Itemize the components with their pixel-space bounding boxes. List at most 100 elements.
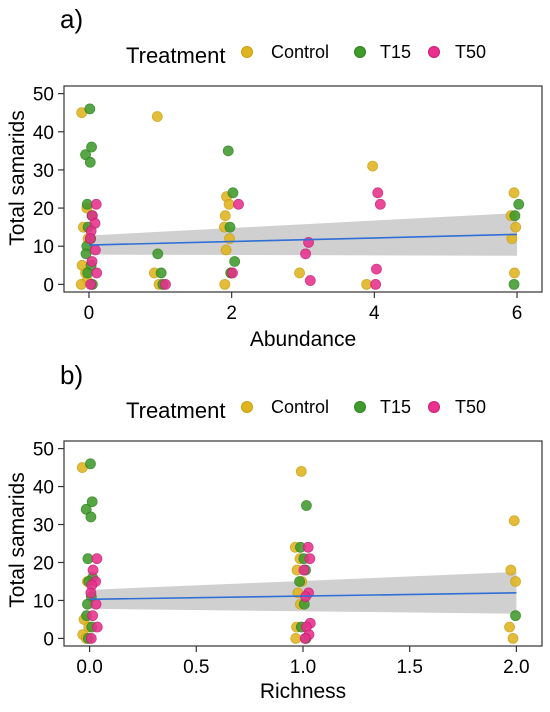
panel-b-point-t15	[85, 511, 97, 523]
panel-b-point-t50	[299, 633, 311, 644]
panel-a-point-t15	[508, 278, 520, 290]
panel-a-point-control	[294, 267, 305, 279]
panel-b-y-tick-label: 20	[33, 553, 54, 574]
panel-a-fit-line	[88, 233, 518, 246]
panel-b-y-axis-title: Total samarids	[6, 472, 29, 607]
panel-a-point-t15	[86, 141, 97, 153]
panel-b-point-t50	[304, 553, 316, 565]
panel-a-point-t50	[89, 244, 101, 256]
panel-b-x-axis-title: Richness	[260, 680, 346, 703]
panel-b-point-t15	[294, 576, 305, 587]
panel-a-point-t50	[227, 267, 238, 279]
panel-a-plot-area: 0 10 20 30 40 50 0 2 4 6	[33, 85, 543, 324]
panel-b-legend-key-control	[241, 401, 253, 413]
panel-a-legend-key-t15	[354, 46, 366, 58]
panel-b-point-t15	[301, 500, 312, 511]
panel-a-y-tick-label: 50	[33, 85, 54, 106]
panel-b-legend-key-t50	[428, 401, 440, 413]
panel-a-confidence-ribbon	[88, 213, 518, 256]
panel-b-fit-line	[89, 592, 517, 601]
panel-a-point-t15	[152, 248, 164, 260]
panel-b-point-t50	[90, 598, 102, 610]
panel-a-point-t15	[81, 198, 93, 210]
panel-b-point-control	[507, 633, 519, 644]
panel-a-y-tick-label: 0	[43, 275, 54, 296]
panel-b-x-tick-label: 1.5	[396, 657, 422, 678]
panel-a-point-t50	[374, 198, 386, 210]
panel-a-point-control	[509, 267, 520, 279]
panel-a-point-t50	[371, 263, 382, 275]
panel-b-point-control	[504, 621, 515, 633]
panel-a-legend-key-control	[241, 46, 253, 58]
panel-b-point-control	[290, 633, 302, 644]
panel-a-point-control	[361, 278, 373, 290]
panel-b-x-tick-label: 0.0	[76, 657, 102, 678]
panel-b-legend-title: Treatment	[126, 398, 225, 423]
panel-a-point-t50	[304, 275, 316, 286]
panel-a-point-t15	[155, 267, 167, 279]
panel-b-point-t50	[302, 541, 314, 553]
panel-a-point-t50	[160, 278, 171, 290]
panel-b-point-t15	[82, 553, 94, 565]
panel-a-legend-label-control: Control	[271, 42, 329, 62]
panel-b-legend-label-t50: T50	[455, 397, 486, 417]
panel-b-legend: Treatment Control T15 T50	[126, 397, 486, 423]
panel-b-point-control	[510, 576, 521, 587]
panel-b: b) Treatment Control T15 T50 Total samar…	[6, 360, 543, 703]
panel-a-legend-title: Treatment	[126, 43, 225, 68]
panel-b-point-t50	[85, 633, 97, 644]
panel-a-point-t15	[227, 187, 239, 199]
panel-b-point-t50	[85, 587, 97, 599]
panel-a-y-tick-label: 10	[33, 237, 54, 258]
panel-b-point-t15	[510, 610, 521, 622]
panel-b-legend-label-t15: T15	[380, 397, 411, 417]
panel-a-point-control	[506, 233, 518, 244]
panel-a-point-t50	[84, 233, 96, 244]
panel-a-point-t50	[90, 198, 102, 210]
panel-a-point-t15	[224, 221, 236, 233]
panel-a-point-t15	[82, 267, 94, 279]
panel-a-y-axis-title: Total samarids	[6, 110, 29, 245]
panel-a-point-t15	[513, 198, 525, 210]
panel-b-y-tick-label: 30	[33, 516, 54, 537]
panel-a-legend: Treatment Control T15 T50	[126, 42, 486, 68]
panel-b-point-t50	[91, 621, 103, 633]
panel-b-x-tick-label: 1.0	[290, 657, 316, 678]
panel-a-point-control	[75, 278, 87, 290]
panel-a-point-control	[223, 198, 235, 210]
panel-a-point-t15	[222, 145, 234, 157]
panel-a-point-t50	[372, 187, 384, 199]
panel-a-x-tick-label: 0	[84, 303, 95, 324]
panel-b-legend-key-t15	[354, 401, 366, 413]
panel-a-point-t15	[80, 248, 92, 260]
panel-a-panel-border	[63, 85, 543, 293]
panel-a-point-control	[219, 278, 231, 290]
panel-a-legend-label-t50: T50	[455, 42, 486, 62]
panel-b-point-control	[508, 515, 520, 527]
panel-a-point-t15	[229, 256, 241, 267]
panel-b-x-tick-label: 0.5	[183, 657, 209, 678]
panel-b-point-control	[505, 564, 517, 576]
panel-b-label: b)	[60, 360, 83, 390]
panel-b-point-t50	[87, 610, 99, 622]
panel-a-point-t15	[84, 156, 96, 168]
panel-b-plot-area: 0 10 20 30 40 50 0.0 0.5 1.0 1.5 2.0	[33, 440, 543, 678]
panel-a-point-t15	[84, 103, 96, 115]
panel-a-point-control	[219, 210, 231, 222]
panel-b-y-tick-label: 10	[33, 591, 54, 612]
panel-a-x-tick-label: 4	[369, 303, 380, 324]
panel-b-x-tick-label: 2.0	[503, 657, 529, 678]
panel-a-y-tick-label: 40	[33, 123, 54, 144]
panel-a-point-control	[367, 160, 379, 172]
panel-a-label: a)	[60, 4, 83, 34]
panel-a-point-control	[508, 187, 520, 199]
panel-a-point-control	[151, 111, 163, 122]
panel-a-point-t50	[370, 278, 382, 290]
panel-b-point-t15	[86, 496, 98, 508]
panel-a-point-t50	[300, 248, 311, 260]
panel-b-point-t50	[298, 564, 310, 576]
panel-b-point-t50	[87, 564, 99, 576]
panel-b-legend-label-control: Control	[271, 397, 329, 417]
panel-a-point-t50	[86, 256, 98, 267]
